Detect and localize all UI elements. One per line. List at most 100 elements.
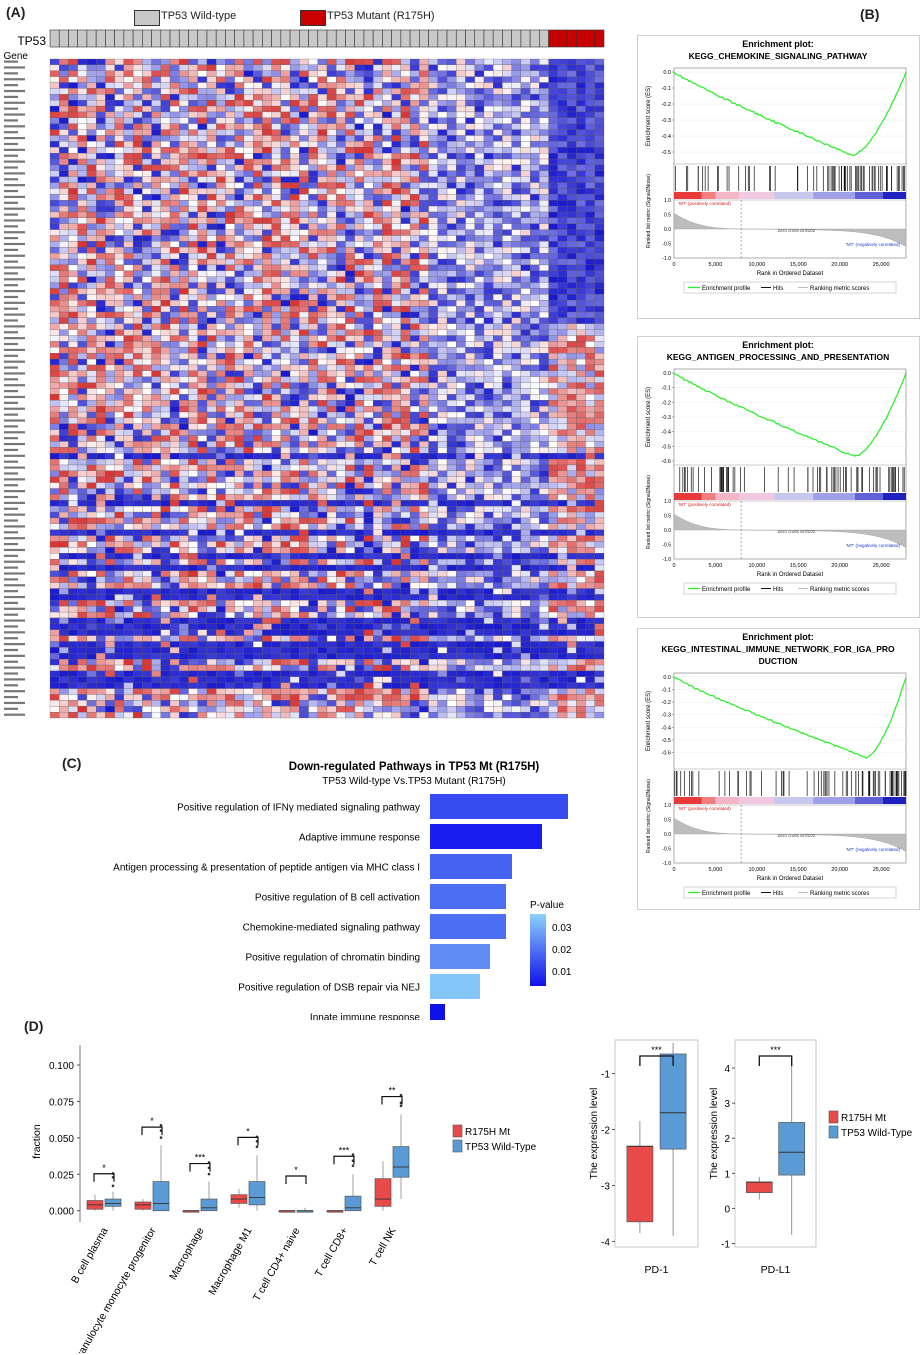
heatmap-cell bbox=[105, 464, 115, 471]
heatmap-cell bbox=[179, 417, 189, 424]
heatmap-cell bbox=[419, 100, 429, 107]
heatmap-cell bbox=[289, 447, 300, 454]
heatmap-cell bbox=[253, 406, 263, 413]
heatmap-cell bbox=[243, 58, 254, 66]
heatmap-cell bbox=[105, 523, 115, 530]
heatmap-cell bbox=[289, 211, 300, 218]
heatmap-cell bbox=[123, 123, 134, 130]
heatmap-cell bbox=[142, 370, 152, 377]
heatmap-cell bbox=[317, 147, 328, 154]
heatmap-cell bbox=[326, 141, 337, 148]
heatmap-cell bbox=[548, 64, 558, 71]
heatmap-cell bbox=[169, 88, 180, 95]
heatmap-cell bbox=[253, 64, 263, 71]
heatmap-cell bbox=[336, 182, 346, 189]
heatmap-cell bbox=[483, 329, 494, 336]
heatmap-cell bbox=[437, 306, 448, 313]
heatmap-cell bbox=[68, 188, 78, 195]
heatmap-cell bbox=[132, 129, 143, 136]
heatmap-cell bbox=[169, 494, 180, 501]
heatmap-cell bbox=[400, 458, 411, 466]
heatmap-cell bbox=[188, 123, 198, 130]
heatmap-cell bbox=[548, 76, 558, 83]
heatmap-cell bbox=[548, 317, 558, 324]
heatmap-cell bbox=[114, 329, 124, 336]
heatmap-cell bbox=[206, 435, 217, 442]
heatmap-cell bbox=[382, 235, 392, 242]
heatmap-cell bbox=[289, 494, 300, 501]
heatmap-cell bbox=[160, 288, 171, 295]
heatmap-cell bbox=[96, 400, 106, 407]
heatmap-cell bbox=[216, 482, 226, 489]
heatmap-cell bbox=[68, 170, 78, 177]
heatmap-cell bbox=[336, 211, 346, 218]
heatmap-cell bbox=[428, 464, 438, 471]
heatmap-cell bbox=[446, 470, 457, 477]
heatmap-cell bbox=[234, 82, 245, 89]
heatmap-cell bbox=[151, 147, 161, 154]
heatmap-cell bbox=[68, 70, 78, 77]
heatmap-cell bbox=[243, 411, 254, 419]
heatmap-cell bbox=[280, 447, 291, 454]
heatmap-cell bbox=[132, 376, 143, 383]
heatmap-cell bbox=[96, 117, 106, 124]
heatmap-cell bbox=[511, 458, 522, 466]
heatmap-cell bbox=[354, 105, 365, 113]
heatmap-cell bbox=[520, 270, 531, 277]
heatmap-cell bbox=[557, 58, 568, 66]
heatmap-cell bbox=[132, 517, 143, 524]
heatmap-cell bbox=[483, 482, 494, 489]
heatmap-cell bbox=[308, 529, 318, 536]
heatmap-cell bbox=[530, 388, 540, 395]
heatmap-cell bbox=[520, 76, 531, 83]
heatmap-cell bbox=[96, 500, 106, 507]
heatmap-cell bbox=[234, 317, 245, 324]
heatmap-cell bbox=[253, 511, 263, 519]
heatmap-cell bbox=[456, 347, 466, 354]
heatmap-cell bbox=[373, 364, 383, 371]
heatmap-cell bbox=[391, 517, 401, 524]
heatmap-cell bbox=[142, 358, 152, 366]
heatmap-cell bbox=[253, 364, 263, 371]
heatmap-cell bbox=[308, 70, 318, 77]
heatmap-cell bbox=[382, 329, 392, 336]
heatmap-cell bbox=[382, 111, 392, 118]
heatmap-cell bbox=[465, 400, 475, 407]
heatmap-cell bbox=[206, 453, 217, 460]
heatmap-cell bbox=[317, 470, 328, 477]
heatmap-cell bbox=[520, 417, 531, 424]
heatmap-cell bbox=[317, 517, 328, 524]
legend-swatch-mutant bbox=[300, 10, 326, 26]
heatmap-cell bbox=[539, 153, 549, 160]
heatmap-cell bbox=[299, 358, 309, 366]
heatmap-cell bbox=[576, 82, 586, 89]
heatmap-cell bbox=[483, 153, 494, 160]
heatmap-cell bbox=[502, 529, 512, 536]
heatmap-cell bbox=[188, 394, 198, 401]
heatmap-cell bbox=[86, 58, 97, 66]
heatmap-cell bbox=[530, 523, 540, 530]
heatmap-cell bbox=[585, 164, 595, 171]
heatmap-cell bbox=[179, 141, 189, 148]
heatmap-cell bbox=[594, 506, 605, 513]
heatmap-cell bbox=[594, 406, 605, 413]
heatmap-cell bbox=[49, 282, 60, 289]
heatmap-cell bbox=[585, 394, 595, 401]
heatmap-cell bbox=[77, 182, 88, 189]
heatmap-cell bbox=[188, 211, 198, 218]
heatmap-cell bbox=[96, 282, 106, 289]
heatmap-cell bbox=[354, 135, 365, 142]
heatmap-cell bbox=[548, 400, 558, 407]
heatmap-cell bbox=[216, 253, 226, 260]
heatmap-cell bbox=[206, 188, 217, 195]
heatmap-cell bbox=[253, 288, 263, 295]
heatmap-cell bbox=[262, 323, 272, 330]
heatmap-cell bbox=[548, 117, 558, 124]
heatmap-cell bbox=[465, 317, 475, 324]
heatmap-cell bbox=[68, 88, 78, 95]
heatmap-cell bbox=[49, 435, 60, 442]
heatmap-cell bbox=[576, 341, 586, 348]
heatmap-cell bbox=[474, 382, 485, 389]
heatmap-cell bbox=[132, 194, 143, 201]
heatmap-cell bbox=[419, 353, 429, 360]
